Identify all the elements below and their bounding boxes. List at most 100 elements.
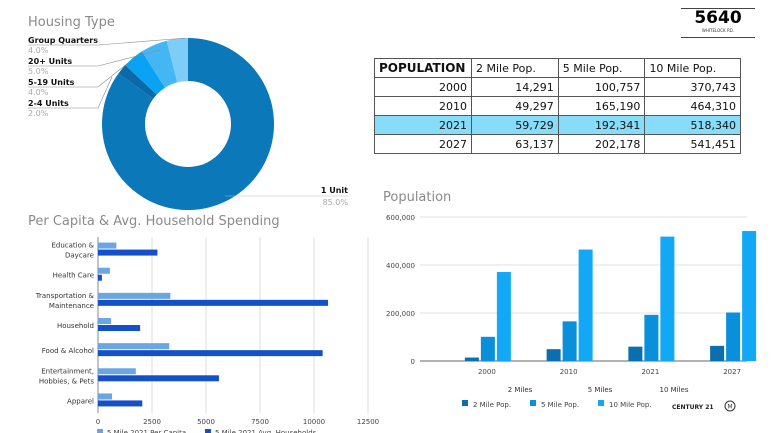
legend-label: 5 Mile 2021 Per Capita [107,429,186,433]
address-street: WHITELOCK RD. [681,28,755,38]
bar [628,346,643,361]
slice-label: 20+ Units [28,57,72,66]
x-tick-label: 2500 [143,418,161,426]
x-tick-label: 2000 [478,368,496,376]
bar [98,249,158,256]
table-cell: 100,757 [557,77,646,97]
x-tick-label: 2010 [560,368,578,376]
bar [710,345,725,361]
table-cell: 2021 [374,115,472,135]
legend-swatch [598,400,604,406]
bar [562,321,577,361]
category-label: Education & [51,242,94,250]
leader-line [28,49,161,67]
spending-title: Per Capita & Avg. Household Spending [28,214,280,229]
century21-logo: CENTURY 21 [672,404,714,411]
address-number: 5640 [694,8,742,28]
legend-label: 5 Mile 2021 Avg. Households [215,429,317,433]
bar [546,349,561,361]
bar [98,318,111,324]
category-label: Transportation & [35,292,95,300]
leader-line [28,76,113,109]
slice-value: 4.0% [28,88,49,97]
category-label: Apparel [67,397,94,405]
housing-title: Housing Type [28,15,115,30]
population-bar-chart: 0 200,000 400,000 600,000 2000 2010 2021 2027 2 … [386,214,757,412]
bar [98,274,102,281]
legend-label: 10 Mile Pop. [609,401,652,409]
x-tick-label: 2021 [641,368,659,376]
property-logo: 5640 WHITELOCK RD. [681,8,755,38]
legend-swatch [97,429,103,433]
slice-label: 5-19 Units [28,78,75,87]
bar [98,267,110,274]
population-title: Population [383,190,452,205]
donut-slice [101,38,274,210]
bar [98,368,136,375]
category-label: Daycare [65,252,94,260]
table-cell: 202,178 [557,134,646,154]
slice-value: 5.0% [28,67,49,76]
bar [660,236,675,361]
table-row: 2010 49,297 165,190 464,310 [374,96,741,116]
radius-annotation: 2 Miles [508,386,533,394]
bar [98,242,117,249]
slice-label: 2-4 Units [28,99,69,108]
y-tick-label: 0 [411,358,415,366]
bar [98,325,141,331]
donut-slice [166,38,188,83]
table-header: 10 Mile Pop. [644,58,741,78]
category-label: Household [57,322,94,330]
legend-swatch [462,400,468,406]
bar [464,357,479,361]
brokerage-logo-text: M [727,404,732,411]
category-label: Maintenance [49,302,94,310]
slice-value: 85.0% [323,198,349,207]
slice-value: 4.0% [28,46,49,55]
brokerage-logo [724,400,736,412]
legend-swatch [205,429,211,433]
category-label: Entertainment, [41,367,94,375]
leader-line [28,37,187,46]
table-cell: 2000 [374,77,472,97]
x-tick-label: 5000 [197,418,215,426]
table-row: 2027 63,137 202,178 541,451 [374,134,741,154]
radius-annotation: 10 Miles [659,386,688,394]
bar [98,350,323,357]
slice-label: 1 Unit [321,186,348,195]
x-tick-label: 2027 [723,368,741,376]
bar [742,231,757,361]
table-header: 5 Mile Pop. [557,58,646,78]
slice-value: 2.0% [28,109,49,118]
x-tick-label: 10000 [303,418,325,426]
table-cell: 464,310 [644,96,741,116]
bar [726,312,741,361]
bar [98,400,143,407]
donut-slice [118,65,157,99]
x-tick-label: 0 [96,418,100,426]
legend-label: 5 Mile Pop. [541,401,579,409]
bar [98,393,113,400]
table-cell: 518,340 [644,115,741,135]
table-cell: 59,729 [471,115,559,135]
table-cell: 165,190 [557,96,646,116]
slice-label: Group Quarters [28,36,98,45]
bar [578,249,593,361]
bar [98,292,171,299]
category-label: Health Care [53,272,94,280]
bar [98,343,170,350]
table-header: 2 Mile Pop. [471,58,559,78]
x-tick-label: 7500 [251,418,269,426]
table-cell: 370,743 [644,77,741,97]
y-tick-label: 600,000 [386,214,415,222]
category-label: Food & Alcohol [42,347,94,355]
table-row: 2000 14,291 100,757 370,743 [374,77,741,97]
bar [98,375,219,382]
legend-label: 2 Mile Pop. [473,401,511,409]
y-tick-label: 400,000 [386,262,415,270]
bar [496,272,511,361]
bar [480,336,495,361]
bar [98,299,329,306]
x-tick-label: 12500 [357,418,379,426]
legend-swatch [530,400,536,406]
